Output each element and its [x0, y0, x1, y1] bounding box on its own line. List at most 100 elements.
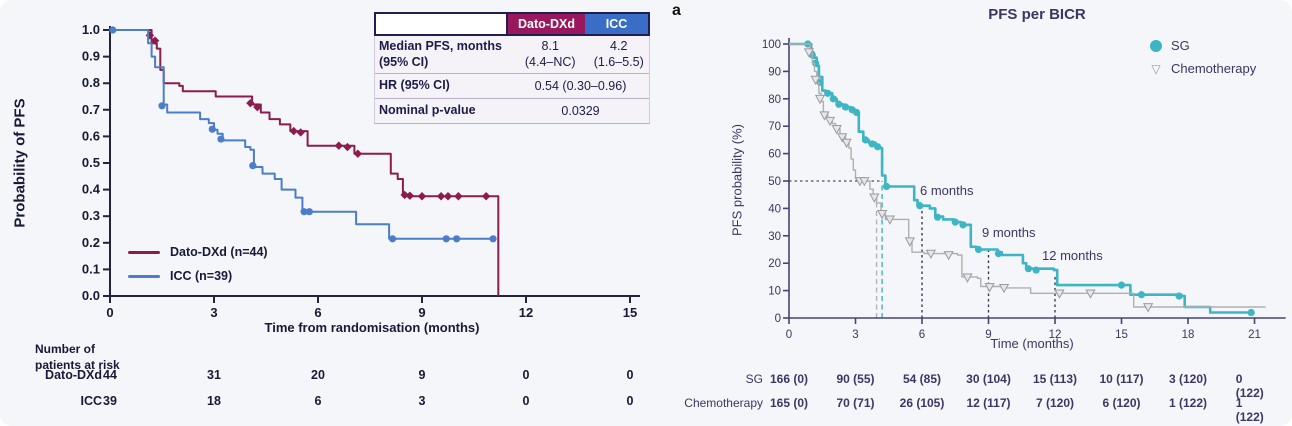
y-tick-label: 0.7: [82, 102, 100, 117]
censor-mark-diamond: [343, 142, 352, 152]
left-km-panel: 0 3 6 9 12 15 Time from randomisation (months)…: [12, 12, 650, 408]
y-tick-label: 0.6: [82, 128, 100, 143]
legend-item-icc: ICC (n=39): [128, 264, 268, 288]
censor-mark-triangle: [841, 138, 852, 149]
y-tick-label: 20: [768, 258, 781, 270]
censor-mark-diamond: [150, 36, 160, 45]
stats-value-line: (4.4–NC): [524, 54, 576, 69]
censor-mark-triangle: [984, 283, 995, 293]
left-legend: Dato-DXd (n=44) ICC (n=39): [128, 240, 268, 288]
stats-label-line: (95% CI): [379, 54, 429, 69]
stats-table-header: Dato-DXd ICC: [374, 12, 650, 36]
x-tick-label: 12: [1049, 329, 1062, 341]
censor-mark-circle: [158, 102, 166, 110]
right-chart-title: PFS per BICR: [988, 6, 1086, 23]
y-tick-label: 0: [775, 313, 781, 325]
legend-label: Chemotherapy: [1171, 61, 1257, 76]
censor-mark-circle: [109, 26, 117, 34]
censor-mark-triangle: [925, 249, 937, 260]
censor-mark-triangle: [943, 251, 954, 261]
legend-label: Dato-DXd (n=44): [170, 245, 268, 259]
right-km-plot: 0 3 6 9 12 15 18 21 Time (months) 0 10 20 30 40 50 60 70…: [762, 38, 1286, 351]
y-tick-label: 0.1: [82, 261, 100, 276]
risk-table-title: Number of patients at risk: [35, 342, 120, 373]
censor-mark-triangle: [831, 125, 842, 135]
stats-label: Nominal p-value: [379, 103, 476, 118]
x-tick-label: 12: [519, 305, 533, 320]
censor-mark-circle: [994, 250, 1003, 258]
censor-mark-diamond: [436, 192, 446, 201]
y-tick-label: 50: [768, 176, 781, 188]
risk-row-label-icc: ICC: [80, 394, 102, 408]
stats-table-body: Median PFS, months (95% CI) 8.1 (4.4–NC)…: [374, 36, 650, 125]
censor-mark-circle: [1024, 265, 1033, 273]
y-tick-label: 90: [768, 66, 781, 78]
censor-mark-triangle: [824, 116, 836, 127]
y-tick-label: 0.0: [82, 288, 100, 303]
y-tick-label: 0.8: [82, 75, 100, 90]
y-tick-label: 60: [768, 149, 781, 161]
censor-mark-triangle: [1054, 289, 1065, 299]
censor-mark-circle: [882, 182, 891, 191]
censor-mark-diamond: [443, 192, 453, 201]
dato-dxd-line-swatch: [128, 250, 160, 254]
censor-mark-triangle: [819, 111, 830, 121]
censor-mark-circle: [835, 100, 843, 108]
censor-mark-diamond: [289, 126, 298, 136]
right-y-axis-label: PFS probability (%): [729, 124, 745, 236]
x-axis-label: Time from randomisation (months): [265, 320, 480, 335]
censor-mark-circle: [824, 89, 832, 97]
censor-mark-circle: [916, 202, 924, 210]
y-tick-label: 0.4: [82, 182, 101, 197]
x-tick-label: 3: [852, 329, 858, 341]
censor-mark-triangle: [884, 215, 896, 225]
x-tick-label: 6: [314, 305, 321, 320]
x-axis-label: Time (months): [990, 336, 1073, 351]
km-curve-dato-dxd-n-44-: [110, 29, 500, 296]
censor-mark-diamond: [253, 102, 262, 112]
censor-mark-circle: [974, 245, 983, 254]
annotation-6-months: 6 months: [920, 183, 974, 198]
censor-mark-diamond: [400, 190, 409, 200]
y-tick-label: 0.5: [82, 155, 100, 170]
y-tick-label: 100: [762, 39, 781, 51]
right-km-panel: 0 3 6 9 12 15 18 21 Time (months) 0 10 20 30 40 50 60 70…: [660, 0, 1292, 426]
censor-mark-diamond: [405, 191, 415, 200]
censor-mark-circle: [1117, 281, 1126, 289]
stats-value-line: 8.1: [541, 39, 559, 53]
censor-mark-circle: [305, 208, 313, 216]
stats-header-icc: ICC: [585, 14, 648, 34]
legend-item-dato-dxd: Dato-DXd (n=44): [128, 240, 268, 264]
censor-mark-triangle: [1142, 303, 1154, 313]
annotation-12-months: 12 months: [1042, 248, 1103, 263]
panel-label-a: a: [672, 2, 681, 19]
censor-mark-circle: [861, 136, 870, 144]
censor-mark-triangle: [859, 177, 870, 187]
censor-mark-triangle: [803, 48, 815, 58]
censor-mark-diamond: [353, 149, 363, 158]
y-tick-label: 0.2: [82, 235, 100, 250]
x-tick-label: 0: [106, 305, 113, 320]
stats-header-dato-dxd: Dato-DXd: [506, 14, 585, 34]
y-tick-label: 80: [768, 94, 781, 106]
sg-circle-marker-icon: [1150, 39, 1162, 52]
legend-label: ICC (n=39): [170, 269, 233, 283]
censor-mark-circle: [1137, 291, 1146, 299]
x-tick-label: 18: [1182, 329, 1195, 341]
x-tick-label: 9: [985, 329, 991, 341]
censor-mark-triangle: [904, 237, 915, 247]
x-tick-label: 21: [1248, 329, 1261, 341]
stats-header-empty-cell: [376, 14, 506, 34]
censor-mark-circle: [217, 135, 225, 143]
censor-mark-diamond: [481, 192, 491, 201]
y-tick-label: 30: [768, 231, 781, 243]
censor-mark-circle: [388, 235, 397, 243]
censor-mark-circle: [208, 125, 216, 133]
censor-mark-triangle: [814, 94, 826, 105]
stats-value-icc: 4.2 (1.6–5.5): [588, 39, 649, 70]
y-tick-label: 10: [768, 286, 781, 298]
censor-mark-triangle: [1085, 289, 1096, 299]
censor-mark-circle: [442, 235, 450, 243]
y-tick-label: 0.3: [82, 208, 100, 223]
